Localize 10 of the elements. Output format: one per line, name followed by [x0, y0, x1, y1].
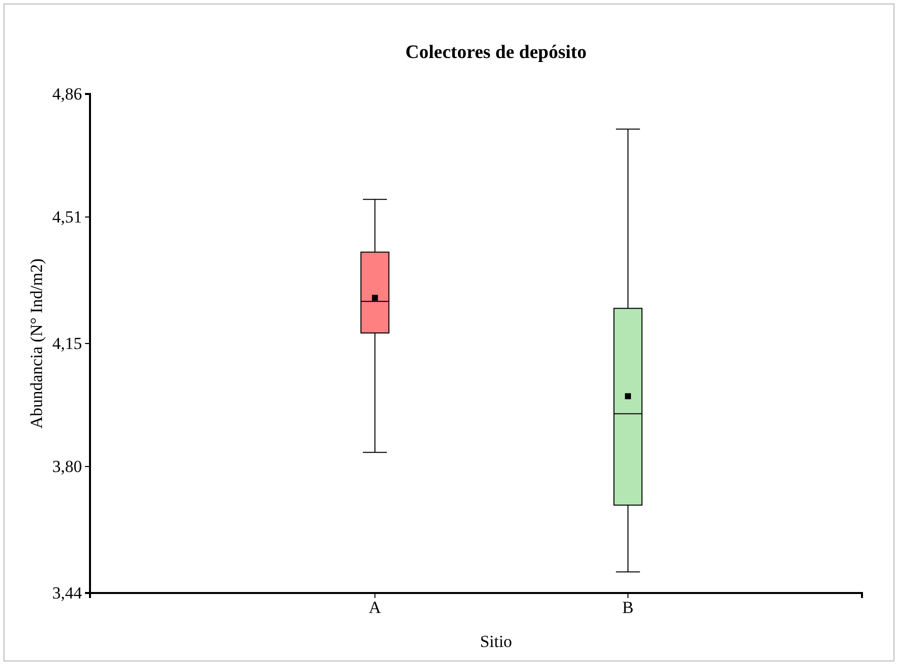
- y-tick-label: 3,44: [52, 583, 82, 602]
- chart-title: Colectores de depósito: [405, 42, 587, 63]
- y-tick-label: 4,86: [52, 84, 82, 104]
- x-tick-label: B: [622, 598, 634, 618]
- y-tick-label: 4,51: [52, 207, 82, 226]
- y-tick-label: 3,80: [52, 456, 82, 476]
- y-tick-label: 4,15: [52, 334, 82, 353]
- y-axis-title: Abundancia (N° Ind/m2): [27, 258, 46, 429]
- x-axis-title: Sitio: [480, 632, 512, 651]
- x-tick-label: A: [368, 598, 382, 618]
